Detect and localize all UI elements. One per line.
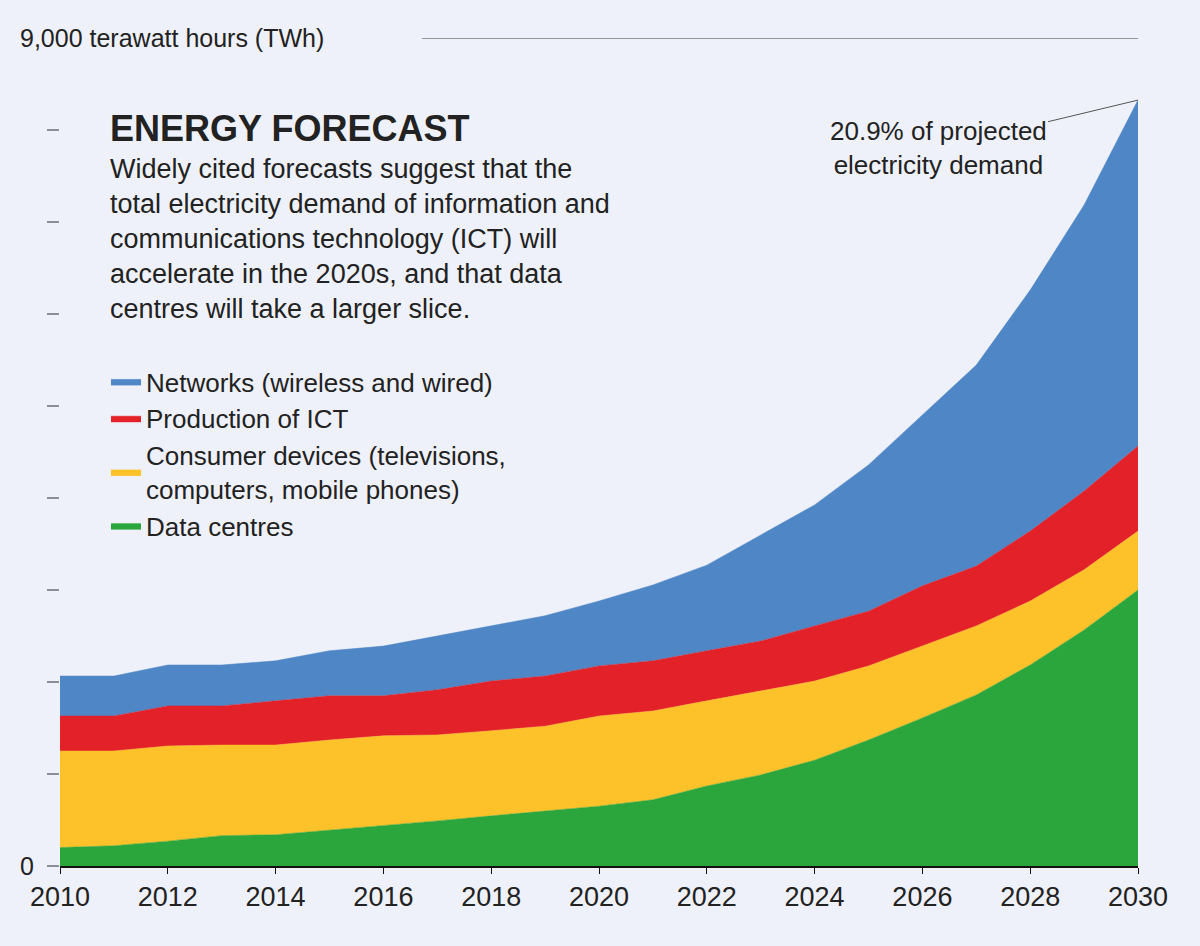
svg-text:Production of ICT: Production of ICT: [146, 404, 348, 434]
svg-text:2024: 2024: [785, 882, 845, 912]
svg-text:2028: 2028: [1000, 882, 1060, 912]
svg-text:Networks (wireless and wired): Networks (wireless and wired): [146, 368, 493, 398]
svg-text:2020: 2020: [569, 882, 629, 912]
svg-text:Data centres: Data centres: [146, 512, 293, 542]
svg-text:2010: 2010: [30, 882, 90, 912]
svg-text:0: 0: [20, 852, 34, 880]
svg-text:Widely cited forecasts suggest: Widely cited forecasts suggest that thet…: [110, 154, 610, 324]
svg-text:2030: 2030: [1108, 882, 1168, 912]
svg-text:2026: 2026: [892, 882, 952, 912]
svg-text:2018: 2018: [461, 882, 521, 912]
svg-text:20.9% of projectedelectricity: 20.9% of projectedelectricity demand: [830, 116, 1047, 180]
svg-text:2022: 2022: [677, 882, 737, 912]
svg-text:Consumer devices (televisions,: Consumer devices (televisions,computers,…: [146, 441, 506, 505]
svg-text:ENERGY FORECAST: ENERGY FORECAST: [110, 108, 469, 149]
svg-text:2016: 2016: [353, 882, 413, 912]
svg-text:9,000 terawatt hours (TWh): 9,000 terawatt hours (TWh): [20, 24, 324, 52]
svg-text:2012: 2012: [138, 882, 198, 912]
svg-text:2014: 2014: [246, 882, 306, 912]
